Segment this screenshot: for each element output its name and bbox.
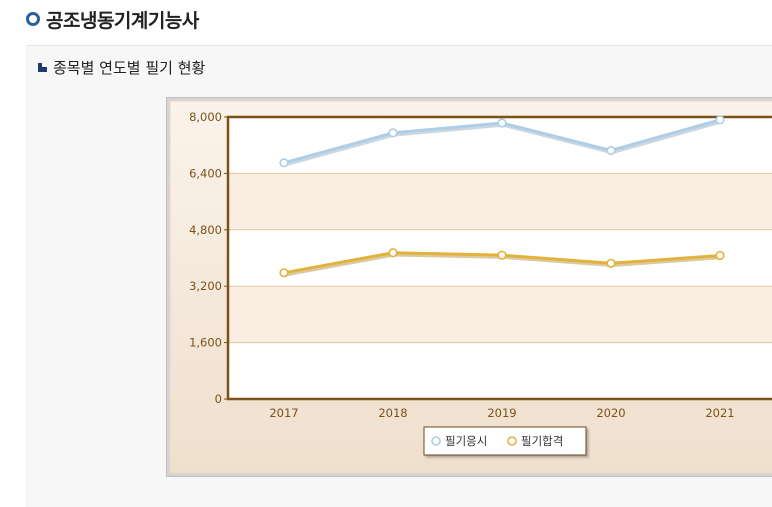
x-tick-label: 2017 [269,406,298,420]
data-point [280,159,288,167]
page-title-text: 공조냉동기계기능사 [46,6,199,33]
data-point [389,129,397,137]
y-tick-label: 3,200 [189,279,222,293]
data-point [498,119,506,127]
data-point [498,251,506,259]
y-tick-label: 4,800 [189,223,222,237]
legend-label: 필기합격 [521,434,563,448]
plot-band [228,286,772,342]
page-title: 공조냉동기계기능사 [26,7,199,31]
x-tick-label: 2021 [705,406,734,420]
data-point [607,259,615,267]
y-tick-label: 8,000 [189,110,222,124]
y-tick-label: 0 [215,392,222,406]
section-heading-text: 종목별 연도별 필기 현황 [53,57,205,78]
data-point [716,116,724,124]
data-point [280,269,288,277]
section-heading: 종목별 연도별 필기 현황 [38,56,205,78]
y-tick-label: 1,600 [189,336,222,350]
line-chart: 0 1,600 3,200 4,800 6,400 8,000 2017 2018 2019 2… [166,97,772,477]
content-panel: 종목별 연도별 필기 현황 0 1,600 3,200 4,800 6,400 8,000… [26,45,772,507]
y-tick-label: 6,400 [189,166,222,180]
plot-band [228,173,772,229]
section-bullet-icon [38,63,47,72]
legend-marker-icon [432,437,440,445]
data-point [607,147,615,155]
legend-label: 필기응시 [445,434,487,448]
chart-container: 0 1,600 3,200 4,800 6,400 8,000 2017 2018 2019 2… [166,97,772,477]
title-bullet-icon [26,12,40,26]
legend-marker-icon [508,437,516,445]
data-point [716,252,724,260]
data-point [389,249,397,257]
x-tick-label: 2018 [378,406,407,420]
x-tick-label: 2020 [596,406,625,420]
x-tick-label: 2019 [487,406,516,420]
